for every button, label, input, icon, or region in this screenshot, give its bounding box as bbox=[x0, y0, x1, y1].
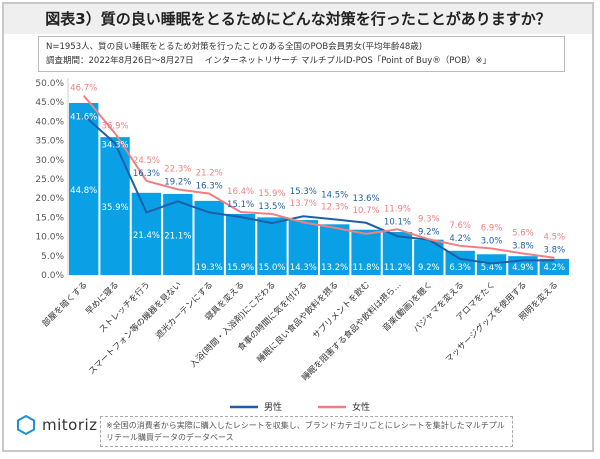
female-value-label: 13.7% bbox=[290, 199, 317, 209]
female-value-label: 9.3% bbox=[418, 214, 440, 224]
legend-female-label: 女性 bbox=[352, 401, 370, 413]
y-tick-label: 45.0% bbox=[35, 98, 64, 108]
male-value-label: 13.6% bbox=[353, 194, 380, 204]
female-value-label: 15.9% bbox=[258, 189, 285, 199]
bar-value-label: 44.8% bbox=[70, 186, 97, 196]
female-value-label: 6.9% bbox=[481, 224, 503, 234]
male-value-label: 15.3% bbox=[290, 187, 317, 197]
female-value-label: 5.6% bbox=[512, 228, 534, 238]
category-label: 部屋を暗くする bbox=[40, 279, 90, 329]
bar bbox=[539, 258, 569, 275]
male-value-label: 3.8% bbox=[544, 246, 566, 256]
chart-frame bbox=[2, 2, 594, 452]
category-label: サプリメントを飲む bbox=[310, 279, 372, 341]
male-value-label: 41.6% bbox=[70, 112, 97, 122]
y-tick-label: 5.0% bbox=[41, 252, 64, 262]
female-value-label: 12.3% bbox=[321, 202, 348, 212]
male-value-label: 3.0% bbox=[481, 237, 503, 247]
bar bbox=[225, 213, 256, 275]
male-value-label: 16.3% bbox=[196, 182, 223, 192]
male-value-label: 4.2% bbox=[449, 234, 471, 244]
bar-value-label: 13.2% bbox=[321, 263, 348, 273]
female-value-label: 4.5% bbox=[544, 233, 566, 243]
female-value-label: 46.7% bbox=[70, 84, 97, 94]
bar-value-label: 14.3% bbox=[290, 263, 317, 273]
y-tick-label: 15.0% bbox=[35, 213, 64, 223]
survey-info-line1: N=1953人、質の良い睡眠をとるため対策を行ったことのある全国のPOB会員男女… bbox=[46, 42, 423, 52]
y-tick-label: 0.0% bbox=[41, 271, 64, 281]
female-value-label: 22.3% bbox=[164, 164, 191, 174]
male-value-label: 3.8% bbox=[512, 241, 534, 251]
y-tick-label: 30.0% bbox=[35, 156, 64, 166]
male-value-label: 15.1% bbox=[227, 200, 254, 210]
male-value-label: 9.2% bbox=[418, 227, 440, 237]
chart-title: 図表3）質の良い睡眠をとるためにどんな対策を行ったことがありますか？ bbox=[4, 4, 592, 34]
female-value-label: 10.7% bbox=[353, 206, 380, 216]
mitoriz-logo: mitoriz bbox=[14, 413, 98, 437]
bar bbox=[131, 192, 162, 275]
bar bbox=[100, 137, 130, 275]
bar-value-label: 11.2% bbox=[384, 263, 411, 273]
logo-text: mitoriz bbox=[42, 416, 98, 434]
bar-value-label: 5.4% bbox=[481, 263, 503, 273]
female-value-label: 36.9% bbox=[102, 121, 129, 131]
y-tick-label: 10.0% bbox=[35, 233, 64, 243]
male-value-label: 10.1% bbox=[384, 217, 411, 227]
bar-value-label: 21.1% bbox=[164, 231, 191, 241]
bar bbox=[351, 229, 381, 275]
bar-value-label: 4.2% bbox=[544, 263, 566, 273]
bar bbox=[476, 254, 507, 275]
category-label: 遮光カーテンにする bbox=[153, 279, 215, 341]
bar bbox=[288, 220, 318, 275]
survey-info: N=1953人、質の良い睡眠をとるため対策を行ったことのある全国のPOB会員男女… bbox=[38, 36, 565, 72]
male-value-label: 14.5% bbox=[321, 190, 348, 200]
y-tick-label: 25.0% bbox=[35, 175, 64, 185]
y-tick-label: 20.0% bbox=[35, 194, 64, 204]
female-value-label: 11.9% bbox=[384, 204, 411, 214]
y-tick-label: 40.0% bbox=[35, 117, 64, 127]
male-value-label: 19.2% bbox=[164, 177, 191, 187]
bar bbox=[69, 102, 99, 275]
bar bbox=[257, 217, 287, 275]
y-tick-label: 50.0% bbox=[35, 79, 64, 89]
bar-value-label: 4.9% bbox=[512, 263, 534, 273]
legend-male-label: 男性 bbox=[264, 401, 282, 413]
hexagon-logo-icon bbox=[17, 414, 35, 436]
bar-value-label: 21.4% bbox=[133, 231, 160, 241]
bar bbox=[382, 231, 413, 275]
male-value-label: 13.5% bbox=[258, 202, 285, 212]
line-female bbox=[82, 95, 555, 259]
bar bbox=[445, 250, 475, 275]
bar-value-label: 11.8% bbox=[353, 263, 380, 273]
female-value-label: 7.6% bbox=[449, 221, 471, 231]
footnote: ※全国の消費者から実際に購入したレシートを収集し、ブランドカテゴリごとにレシート… bbox=[100, 416, 513, 447]
y-tick-label: 35.0% bbox=[35, 137, 64, 147]
female-value-label: 16.4% bbox=[227, 187, 254, 197]
bar-value-label: 19.3% bbox=[196, 263, 223, 273]
bar bbox=[320, 224, 350, 275]
female-value-label: 24.5% bbox=[133, 156, 160, 166]
bar-value-label: 15.0% bbox=[258, 263, 285, 273]
bar bbox=[163, 193, 193, 275]
bar-value-label: 6.3% bbox=[449, 263, 471, 273]
male-value-label: 16.3% bbox=[133, 169, 160, 179]
line-male bbox=[83, 114, 555, 265]
bar-value-label: 15.9% bbox=[227, 263, 254, 273]
male-value-label: 34.3% bbox=[102, 140, 129, 150]
survey-info-line2: 調査期間：2022年8月26日～8月27日 インターネットリサーチ マルチプルI… bbox=[46, 56, 492, 66]
bar-value-label: 35.9% bbox=[102, 203, 129, 213]
bar-value-label: 9.2% bbox=[418, 263, 440, 273]
female-value-label: 21.2% bbox=[196, 169, 223, 179]
